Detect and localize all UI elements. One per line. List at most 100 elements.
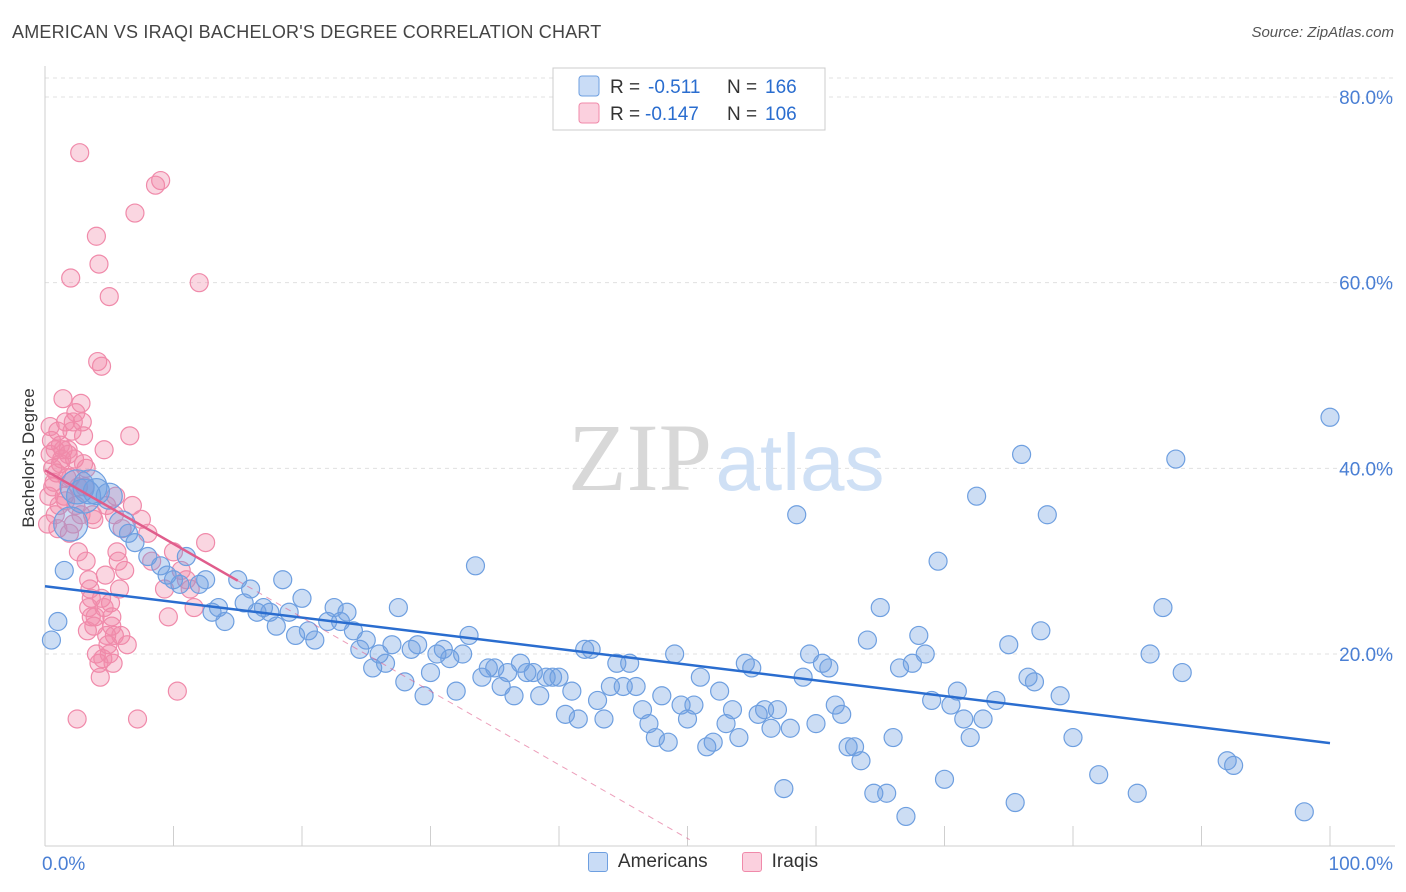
point-americans [774, 779, 794, 799]
point-americans [298, 621, 319, 641]
point-americans [523, 662, 543, 683]
y-tick-label: 40.0% [1339, 459, 1393, 480]
point-iraqis [86, 226, 107, 246]
point-americans [478, 658, 498, 678]
point-americans [555, 704, 576, 724]
stat-r-value-americans: -0.511 [648, 77, 700, 98]
point-iraqis [189, 273, 209, 293]
point-americans [915, 644, 935, 664]
point-iraqis [58, 444, 78, 465]
point-americans [587, 690, 608, 711]
point-americans [626, 676, 646, 697]
point-americans [722, 700, 743, 720]
y-axis-label: Bachelor's Degree [19, 388, 38, 527]
point-americans [337, 602, 357, 622]
point-americans [838, 737, 858, 757]
x-tick-label-min: 0.0% [42, 854, 85, 875]
point-americans [1050, 686, 1070, 706]
point-americans [241, 579, 261, 599]
series-iraqis-points [37, 143, 216, 729]
point-iraqis [67, 709, 87, 729]
point-americans [896, 806, 916, 827]
point-iraqis [91, 356, 112, 376]
x-tick-label-max: 100.0% [1329, 854, 1394, 875]
point-americans [799, 644, 820, 664]
point-iraqis [103, 653, 123, 673]
point-americans [453, 644, 473, 664]
point-americans [954, 709, 974, 729]
stat-n-value-iraqis: 106 [765, 104, 797, 125]
trend-line-americans [44, 584, 1331, 745]
y-tick-label: 80.0% [1339, 88, 1393, 109]
point-iraqis [125, 203, 145, 223]
point-americans [716, 714, 736, 734]
point-americans [324, 597, 344, 618]
legend-swatch-americans-bottom [587, 852, 608, 872]
point-americans [420, 662, 441, 683]
point-americans [59, 469, 95, 505]
stat-n-label-iraqis: N = [727, 104, 757, 125]
point-americans [851, 751, 871, 771]
point-americans [1172, 662, 1192, 683]
point-americans [1005, 792, 1025, 813]
point-americans [1166, 449, 1186, 469]
point-americans [414, 686, 434, 706]
trend-line-iraqis-extension [237, 580, 690, 841]
point-americans [388, 597, 408, 618]
point-americans [928, 551, 948, 571]
point-americans [542, 667, 563, 687]
point-iraqis [70, 143, 90, 163]
bottom-legend: Americans Iraqis [0, 851, 1406, 873]
stat-r-label-americans: R = [610, 77, 640, 98]
point-americans [909, 625, 929, 646]
point-iraqis [76, 551, 96, 571]
point-americans [806, 714, 826, 734]
point-americans [902, 653, 922, 673]
point-americans [485, 658, 505, 678]
point-americans [973, 709, 993, 729]
point-americans [491, 676, 511, 697]
point-iraqis [120, 426, 140, 446]
point-iraqis [115, 560, 135, 581]
point-americans [999, 635, 1019, 655]
grid-lines [45, 77, 1395, 655]
point-americans [48, 611, 68, 632]
stat-r-value-iraqis: -0.147 [645, 104, 699, 125]
point-americans [549, 667, 569, 687]
point-americans [684, 695, 704, 715]
point-iraqis [151, 170, 171, 191]
point-americans [652, 686, 672, 706]
point-americans [41, 630, 62, 650]
point-americans [967, 486, 987, 506]
point-americans [138, 546, 158, 567]
point-iraqis [111, 625, 131, 646]
point-americans [504, 686, 524, 706]
point-iraqis [55, 491, 76, 511]
point-americans [395, 672, 415, 692]
point-americans [125, 532, 145, 553]
point-iraqis [71, 505, 91, 525]
point-iraqis [97, 625, 117, 646]
point-americans [1224, 755, 1244, 776]
point-americans [1089, 765, 1109, 785]
point-americans [767, 700, 788, 720]
point-americans [639, 714, 659, 734]
point-americans [440, 649, 460, 669]
point-iraqis [61, 268, 81, 288]
point-americans [517, 662, 537, 683]
legend-swatch-americans [578, 75, 600, 97]
point-iraqis [40, 416, 60, 437]
point-americans [658, 732, 678, 752]
point-americans [581, 639, 601, 659]
point-americans [877, 783, 897, 803]
point-americans [761, 718, 781, 738]
point-americans [530, 686, 550, 706]
point-americans [870, 597, 890, 618]
point-americans [279, 602, 299, 622]
legend-swatch-iraqis [578, 102, 600, 124]
point-americans [95, 482, 123, 510]
axes [44, 66, 1395, 847]
point-americans [729, 727, 749, 748]
point-iraqis [106, 486, 126, 506]
